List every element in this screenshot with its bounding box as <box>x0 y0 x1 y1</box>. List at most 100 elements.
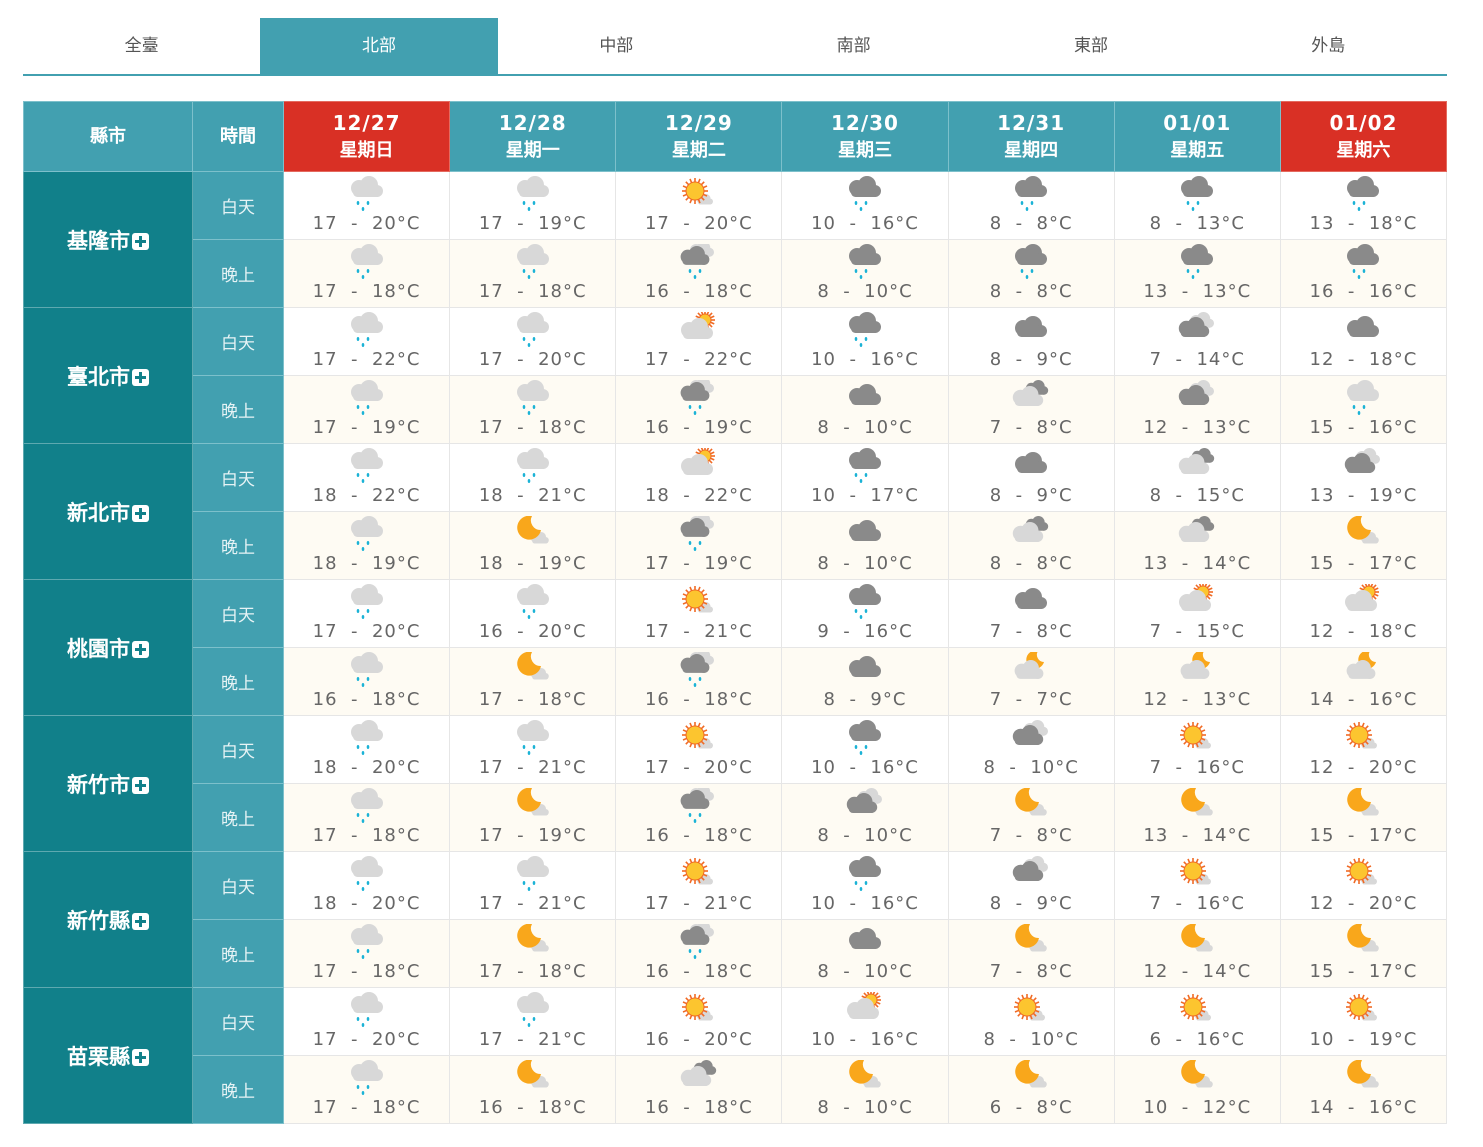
forecast-cell: 17 - 20°C <box>449 307 617 376</box>
forecast-cell: 8 - 8°C <box>947 511 1115 580</box>
temp-min: 17 <box>312 213 338 234</box>
rain-light-icon <box>350 1060 383 1095</box>
temp-max: 20 <box>538 621 564 642</box>
clear-night-icon <box>849 1060 881 1088</box>
city-name-cell[interactable]: 新竹縣 <box>23 851 193 988</box>
temp-separator: - <box>1162 757 1197 778</box>
temp-max: 14 <box>1196 349 1222 370</box>
temp-min: 7 <box>989 621 1003 642</box>
temp-unit: °C <box>1048 893 1073 914</box>
temp-min: 13 <box>1143 825 1169 846</box>
temp-unit: °C <box>1393 485 1418 506</box>
time-cell: 晚上 <box>192 647 284 716</box>
temperature-range: 10 - 16°C <box>782 1029 947 1050</box>
temp-separator: - <box>1002 961 1037 982</box>
tab-2[interactable]: 中部 <box>599 36 634 56</box>
city-name-cell[interactable]: 新竹市 <box>23 715 193 852</box>
city-name[interactable]: 桃園市 <box>67 636 130 661</box>
temp-unit: °C <box>895 349 919 370</box>
temp-unit: °C <box>1221 485 1245 506</box>
tab-0[interactable]: 全臺 <box>124 36 159 56</box>
forecast-cell: 17 - 21°C <box>449 851 617 920</box>
city-name-cell[interactable]: 臺北市 <box>23 307 193 444</box>
forecast-cell: 8 - 15°C <box>1113 443 1281 512</box>
overcast-icon <box>1179 312 1215 337</box>
forecast-cell: 12 - 13°C <box>1113 647 1281 716</box>
temp-unit: °C <box>1393 825 1418 846</box>
temperature-range: 8 - 9°C <box>949 349 1114 370</box>
clear-night-icon <box>1181 788 1214 816</box>
tab-4[interactable]: 東部 <box>1073 36 1108 56</box>
city-name[interactable]: 新竹縣 <box>67 908 130 933</box>
temp-separator: - <box>1334 757 1369 778</box>
temp-min: 7 <box>989 825 1003 846</box>
tab-3[interactable]: 南部 <box>836 36 871 56</box>
forecast-cell: 9 - 16°C <box>781 579 949 648</box>
weekday-label: 星期六 <box>1336 139 1391 161</box>
forecast-cell: 10 - 19°C <box>1279 987 1448 1056</box>
temp-min: 10 <box>1143 1097 1169 1118</box>
temp-separator: - <box>836 213 871 234</box>
rain-light-icon <box>516 992 549 1027</box>
temperature-range: 17 - 19°C <box>616 553 781 574</box>
city-name[interactable]: 苗栗縣 <box>67 1044 130 1069</box>
forecast-cell: 10 - 16°C <box>781 171 949 240</box>
temp-separator: - <box>1162 213 1197 234</box>
date-label: 12/30 <box>831 110 899 135</box>
tab-5[interactable]: 外島 <box>1311 36 1346 56</box>
temp-min: 17 <box>312 961 338 982</box>
temp-separator: - <box>1162 1029 1197 1050</box>
temp-max: 16 <box>1196 757 1222 778</box>
temp-separator: - <box>337 417 372 438</box>
expand-plus-icon[interactable] <box>132 776 149 794</box>
temp-unit: °C <box>396 757 421 778</box>
city-name-cell[interactable]: 苗栗縣 <box>23 987 193 1124</box>
temp-separator: - <box>669 893 705 914</box>
temperature-range: 7 - 7°C <box>949 689 1114 710</box>
city-name[interactable]: 新北市 <box>67 500 130 525</box>
temp-separator: - <box>1002 1097 1037 1118</box>
expand-plus-icon[interactable] <box>132 504 149 522</box>
temp-max: 18 <box>371 1097 397 1118</box>
temperature-range: 17 - 21°C <box>616 893 781 914</box>
temp-min: 17 <box>644 553 670 574</box>
forecast-cell: 15 - 17°C <box>1279 919 1448 988</box>
city-name[interactable]: 臺北市 <box>67 364 130 389</box>
expand-plus-icon[interactable] <box>132 912 149 930</box>
temp-max: 16 <box>870 757 896 778</box>
temp-min: 7 <box>1149 757 1163 778</box>
time-cell: 晚上 <box>192 919 284 988</box>
temp-separator: - <box>829 825 865 846</box>
forecast-cell: 17 - 18°C <box>282 239 451 308</box>
temperature-range: 18 - 22°C <box>284 485 449 506</box>
city-name-cell[interactable]: 基隆市 <box>23 171 193 308</box>
temp-separator: - <box>669 1097 705 1118</box>
rain-overcast-icon <box>680 516 714 551</box>
temp-unit: °C <box>396 281 421 302</box>
temp-max: 16 <box>1368 281 1394 302</box>
expand-plus-icon[interactable] <box>132 368 149 386</box>
expand-plus-icon[interactable] <box>132 232 149 250</box>
temp-unit: °C <box>729 757 753 778</box>
rain-overcast-icon <box>680 924 714 959</box>
overcast-icon <box>1012 720 1049 745</box>
expand-plus-icon[interactable] <box>132 1048 149 1066</box>
city-name-cell[interactable]: 新北市 <box>23 443 193 580</box>
temp-unit: °C <box>1393 281 1418 302</box>
expand-plus-icon[interactable] <box>132 640 149 658</box>
temp-separator: - <box>1002 825 1037 846</box>
rain-icon <box>848 448 881 483</box>
temperature-range: 10 - 16°C <box>782 757 947 778</box>
temp-unit: °C <box>889 553 913 574</box>
city-name[interactable]: 新竹市 <box>67 772 130 797</box>
temp-separator: - <box>829 417 865 438</box>
clear-night-icon <box>516 788 549 816</box>
temp-min: 12 <box>1309 893 1335 914</box>
temp-min: 8 <box>823 689 836 710</box>
tab-1[interactable]: 北部 <box>260 18 498 74</box>
city-name-cell[interactable]: 桃園市 <box>23 579 193 716</box>
temp-min: 17 <box>312 417 338 438</box>
temp-separator: - <box>836 757 871 778</box>
city-name[interactable]: 基隆市 <box>67 228 130 253</box>
temp-unit: °C <box>729 689 753 710</box>
